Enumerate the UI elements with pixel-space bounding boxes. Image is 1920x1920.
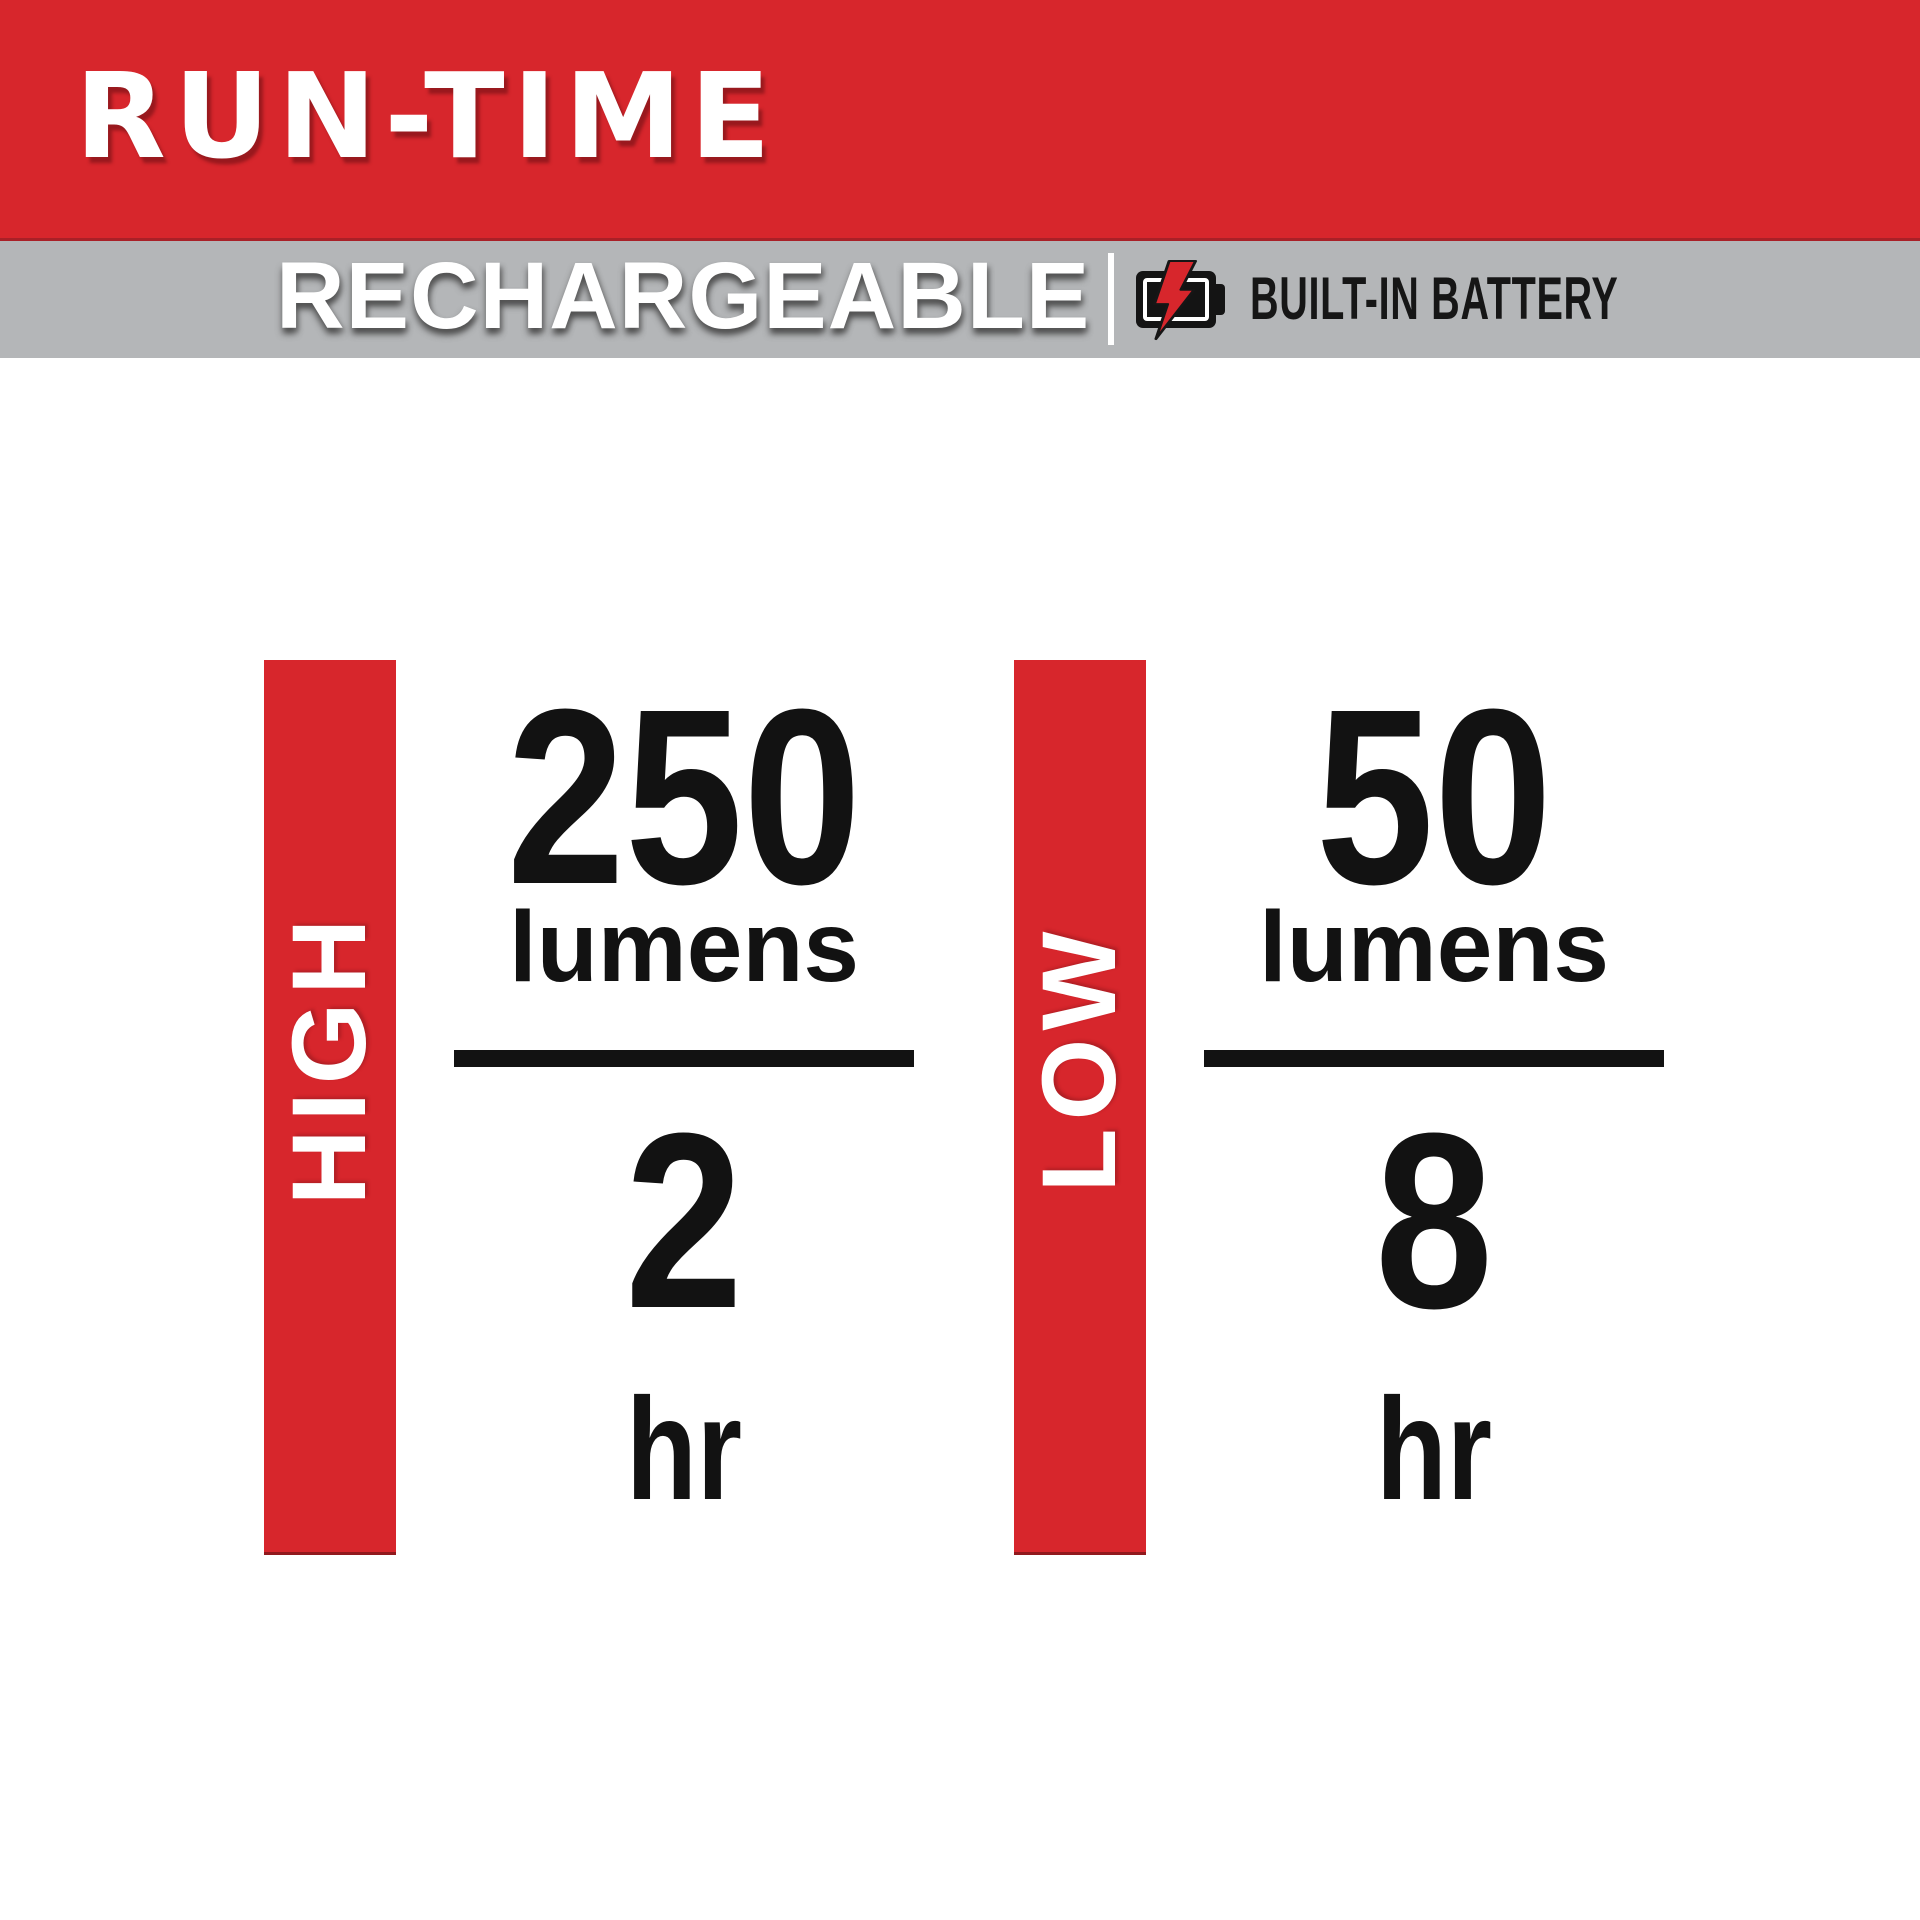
low-mode-stats: 50 lumens 8 hr: [1148, 0, 1720, 1920]
subheader-divider-line: [1108, 253, 1114, 345]
mode-bar-low: LOW: [1014, 660, 1146, 1555]
mode-bar-label-low: LOW: [1021, 923, 1138, 1192]
page-title: RUN-TIME: [75, 47, 779, 186]
lightning-bolt-icon: [1152, 259, 1198, 340]
subheader-band: RECHARGEABLE BUILT-IN BATTERY: [0, 241, 1920, 358]
lumens-unit-label-low: lumens: [1258, 891, 1610, 1003]
mode-bar-high: HIGH: [264, 660, 396, 1555]
runtime-unit-label-high: hr: [626, 1368, 742, 1530]
runtime-unit-label-low: hr: [1376, 1368, 1492, 1530]
lumens-unit-label-high: lumens: [508, 891, 860, 1003]
lumens-value-low: 50: [1315, 657, 1553, 936]
runtime-value-low: 8: [1374, 1081, 1494, 1360]
run-time-banner: RUN-TIME: [0, 0, 1920, 241]
runtime-value-high: 2: [624, 1081, 744, 1360]
high-mode-stats: 250 lumens 2 hr: [398, 0, 970, 1920]
mode-bar-label-high: HIGH: [271, 910, 388, 1205]
fraction-divider-line-low: [1204, 1050, 1664, 1067]
rechargeable-label: RECHARGEABLE: [276, 242, 1091, 349]
battery-terminal: [1214, 283, 1225, 315]
lumens-value-high: 250: [506, 657, 862, 936]
built-in-battery-label: BUILT-IN BATTERY: [1250, 264, 1619, 332]
battery-charging-icon: [1136, 259, 1226, 340]
fraction-divider-line-high: [454, 1050, 914, 1067]
